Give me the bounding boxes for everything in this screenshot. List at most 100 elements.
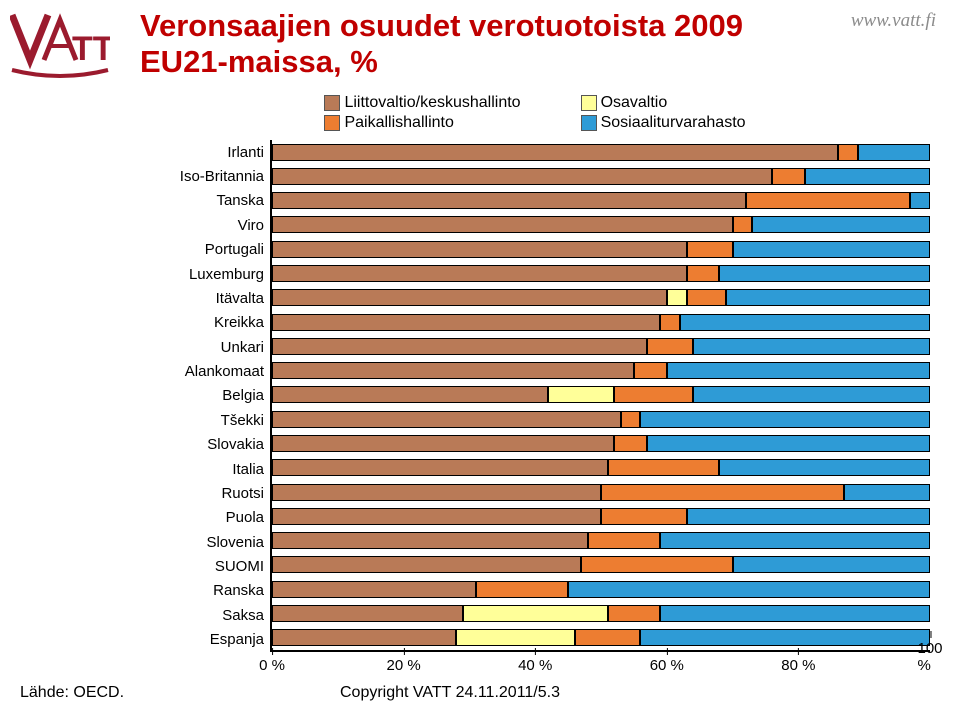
legend: Liittovaltio/keskushallintoOsavaltioPaik… — [140, 94, 930, 132]
bar-segment — [272, 362, 634, 379]
svg-text:TT: TT — [72, 30, 110, 68]
bar-segment — [667, 289, 687, 306]
bar-row — [272, 480, 930, 504]
bar-segment — [733, 216, 753, 233]
bar-row — [272, 431, 930, 455]
bar-segment — [272, 532, 588, 549]
legend-label: Sosiaaliturvarahasto — [601, 114, 746, 132]
bar-segment — [634, 362, 667, 379]
category-label: Unkari — [140, 335, 270, 359]
bar-row — [272, 189, 930, 213]
legend-item: Liittovaltio/keskushallinto — [324, 94, 520, 112]
plot-area: 0 %20 %40 %60 %80 %100 % — [270, 140, 930, 652]
bar-segment — [272, 192, 746, 209]
chart-title: Veronsaajien osuudet verotuotoista 2009 … — [140, 8, 760, 79]
bar-segment — [272, 168, 772, 185]
bar-segment — [614, 386, 693, 403]
bar-row — [272, 553, 930, 577]
category-label: Luxemburg — [140, 262, 270, 286]
bar-segment — [640, 629, 930, 646]
bar-row — [272, 577, 930, 601]
bar-segment — [272, 241, 687, 258]
category-label: Saksa — [140, 603, 270, 627]
bar-row — [272, 407, 930, 431]
bar-segment — [719, 265, 930, 282]
x-tick: 100 % — [917, 640, 942, 674]
bar-segment — [272, 386, 548, 403]
legend-label: Osavaltio — [601, 94, 668, 112]
bar-segment — [581, 556, 732, 573]
bar-row — [272, 310, 930, 334]
category-label: Italia — [140, 457, 270, 481]
footer: Lähde: OECD. Copyright VATT 24.11.2011/5… — [20, 684, 940, 702]
bar-row — [272, 456, 930, 480]
bar-segment — [687, 508, 930, 525]
bar-segment — [838, 144, 858, 161]
bar-segment — [548, 386, 614, 403]
bar-segment — [647, 435, 930, 452]
bar-row — [272, 359, 930, 383]
x-tick: 80 % — [781, 657, 815, 674]
legend-swatch — [581, 95, 597, 111]
bar-segment — [272, 629, 456, 646]
x-axis-ticks: 0 %20 %40 %60 %80 %100 % — [272, 650, 930, 674]
category-label: SUOMI — [140, 554, 270, 578]
bar-segment — [687, 289, 726, 306]
category-label: Belgia — [140, 384, 270, 408]
bar-segment — [588, 532, 660, 549]
bar-row — [272, 529, 930, 553]
bar-segment — [272, 289, 667, 306]
bar-row — [272, 286, 930, 310]
bar-segment — [601, 484, 844, 501]
bar-segment — [858, 144, 930, 161]
site-url: www.vatt.fi — [851, 10, 936, 32]
bar-segment — [272, 484, 601, 501]
bar-segment — [272, 459, 608, 476]
bar-segment — [660, 314, 680, 331]
bar-segment — [660, 605, 930, 622]
bar-row — [272, 213, 930, 237]
bar-row — [272, 334, 930, 358]
bar-segment — [752, 216, 930, 233]
category-label: Kreikka — [140, 311, 270, 335]
bar-segment — [272, 265, 687, 282]
legend-item: Osavaltio — [581, 94, 746, 112]
category-label: Slovakia — [140, 433, 270, 457]
bar-segment — [272, 435, 614, 452]
bar-segment — [687, 265, 720, 282]
bar-segment — [687, 241, 733, 258]
bar-segment — [456, 629, 574, 646]
bar-row — [272, 383, 930, 407]
bar-segment — [733, 556, 930, 573]
footer-copyright: Copyright VATT 24.11.2011/5.3 — [340, 684, 940, 702]
bar-segment — [805, 168, 930, 185]
category-label: Portugali — [140, 238, 270, 262]
bar-segment — [680, 314, 930, 331]
legend-swatch — [324, 95, 340, 111]
category-label: Alankomaat — [140, 359, 270, 383]
x-tick: 20 % — [386, 657, 420, 674]
category-label: Tšekki — [140, 408, 270, 432]
bar-segment — [568, 581, 930, 598]
footer-source: Lähde: OECD. — [20, 684, 340, 702]
bar-segment — [608, 605, 661, 622]
legend-label: Liittovaltio/keskushallinto — [344, 94, 520, 112]
category-label: Ranska — [140, 579, 270, 603]
y-axis-labels: IrlantiIso-BritanniaTanskaViroPortugaliL… — [140, 140, 270, 652]
category-label: Slovenia — [140, 530, 270, 554]
bar-segment — [608, 459, 720, 476]
bar-segment — [660, 532, 930, 549]
bar-segment — [772, 168, 805, 185]
bar-segment — [272, 508, 601, 525]
legend-item: Sosiaaliturvarahasto — [581, 114, 746, 132]
bar-segment — [272, 144, 838, 161]
bar-segment — [463, 605, 608, 622]
bar-segment — [647, 338, 693, 355]
bar-segment — [719, 459, 930, 476]
category-label: Puola — [140, 506, 270, 530]
bar-segment — [614, 435, 647, 452]
bar-segment — [667, 362, 930, 379]
bar-segment — [844, 484, 930, 501]
bar-row — [272, 504, 930, 528]
bar-segment — [476, 581, 568, 598]
